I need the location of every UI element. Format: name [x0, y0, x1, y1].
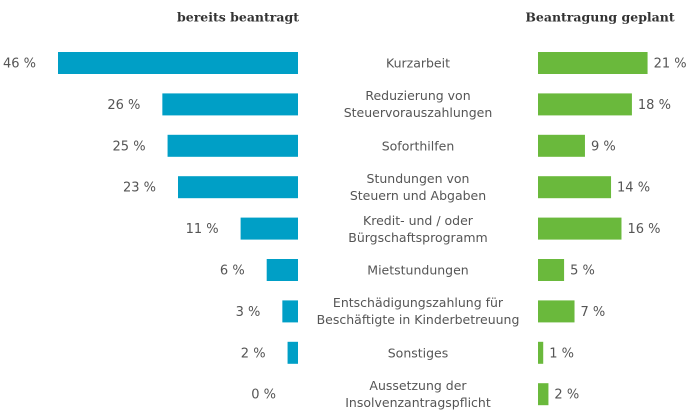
- legend-label: Beantragung geplant: [525, 10, 675, 25]
- category-label: Aussetzung der Insolvenzantragspflicht: [345, 378, 491, 411]
- value-label: 23 %: [123, 181, 156, 196]
- value-label: 14 %: [617, 181, 650, 196]
- value-label: 0 %: [251, 388, 276, 403]
- bar: [538, 217, 622, 240]
- value-label: 25 %: [113, 139, 146, 154]
- value-label: 9 %: [591, 139, 616, 154]
- bar: [538, 134, 585, 157]
- bar: [287, 341, 298, 364]
- value-label: 21 %: [654, 57, 687, 72]
- category-label: Reduzierung von Steuervorauszahlungen: [343, 88, 493, 121]
- bar: [240, 217, 298, 240]
- bar: [178, 176, 298, 199]
- value-label: 11 %: [186, 222, 219, 237]
- value-label: 3 %: [236, 305, 261, 320]
- bar: [538, 383, 549, 406]
- bar: [162, 93, 298, 116]
- category-label: Mietstundungen: [367, 262, 469, 278]
- bar: [538, 259, 565, 281]
- value-label: 46 %: [3, 57, 36, 72]
- category-label: Kredit- und / oder Bürgschaftsprogramm: [348, 212, 488, 245]
- value-label: 6 %: [220, 264, 245, 279]
- bar: [538, 341, 544, 364]
- value-label: 26 %: [107, 98, 140, 113]
- category-label: Kurzarbeit: [386, 55, 450, 71]
- bar: [538, 52, 648, 74]
- value-label: 1 %: [549, 346, 574, 361]
- category-label: Stundungen von Steuern und Abgaben: [349, 171, 487, 204]
- value-label: 16 %: [627, 222, 660, 237]
- category-label: Soforthilfen: [381, 138, 455, 154]
- value-label: 5 %: [570, 264, 595, 279]
- value-label: 7 %: [581, 305, 606, 320]
- bar: [282, 300, 298, 323]
- bar: [167, 134, 298, 157]
- value-label: 2 %: [554, 388, 579, 403]
- value-label: 18 %: [638, 98, 671, 113]
- bar: [58, 52, 298, 74]
- value-label: 2 %: [241, 346, 266, 361]
- bar: [538, 300, 575, 323]
- bar: [266, 259, 298, 281]
- category-label: Entschädigungszahlung für Beschäftigte i…: [316, 295, 520, 328]
- bar: [538, 93, 632, 116]
- category-label: Sonstiges: [387, 345, 449, 361]
- legend-label: bereits beantragt: [177, 10, 299, 25]
- bar: [538, 176, 612, 199]
